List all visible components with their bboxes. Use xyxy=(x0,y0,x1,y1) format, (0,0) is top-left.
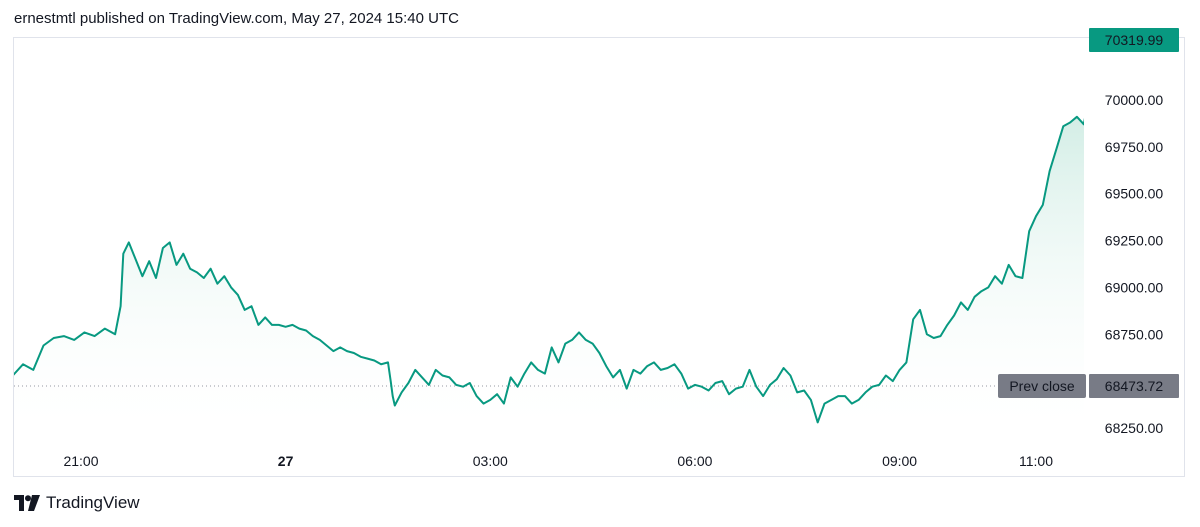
y-tick-label: 69250.00 xyxy=(1105,233,1164,249)
time-axis[interactable]: 21:00 27 03:00 06:00 09:00 11:00 xyxy=(63,453,1053,469)
y-tick-label: 70000.00 xyxy=(1105,92,1164,108)
tradingview-logo-icon xyxy=(14,495,40,511)
prev-close-caption-bg xyxy=(998,374,1086,398)
last-price-marker: 70319.99 xyxy=(1089,28,1179,52)
prev-close-marker: Prev close 68473.72 xyxy=(998,374,1179,398)
price-area-fill xyxy=(14,116,1084,442)
y-tick-label: 68250.00 xyxy=(1105,420,1164,436)
price-axis[interactable]: 70000.00 69750.00 69500.00 69250.00 69000.00… xyxy=(1105,92,1164,436)
chart-frame xyxy=(13,37,1185,477)
y-tick-label: 69500.00 xyxy=(1105,186,1164,202)
brand-name: TradingView xyxy=(46,493,140,512)
price-line[interactable] xyxy=(9,40,1100,424)
y-tick-label: 68750.00 xyxy=(1105,326,1164,342)
x-tick-label: 09:00 xyxy=(882,453,917,469)
prev-close-value-bg xyxy=(1089,374,1179,398)
footer: TradingView xyxy=(14,492,140,514)
prev-close-caption: Prev close xyxy=(1009,378,1075,394)
x-tick-label: 11:00 xyxy=(1019,453,1053,469)
y-tick-label: 69000.00 xyxy=(1105,279,1164,295)
prev-close-value: 68473.72 xyxy=(1105,378,1164,394)
last-price-label-bg xyxy=(1089,28,1179,52)
publish-info: ernestmtl published on TradingView.com, … xyxy=(14,10,459,27)
x-tick-label: 27 xyxy=(278,453,294,469)
x-tick-label: 03:00 xyxy=(473,453,508,469)
y-tick-label: 69750.00 xyxy=(1105,139,1164,155)
x-tick-label: 21:00 xyxy=(63,453,98,469)
x-tick-label: 06:00 xyxy=(677,453,712,469)
last-price-label: 70319.99 xyxy=(1105,32,1164,48)
